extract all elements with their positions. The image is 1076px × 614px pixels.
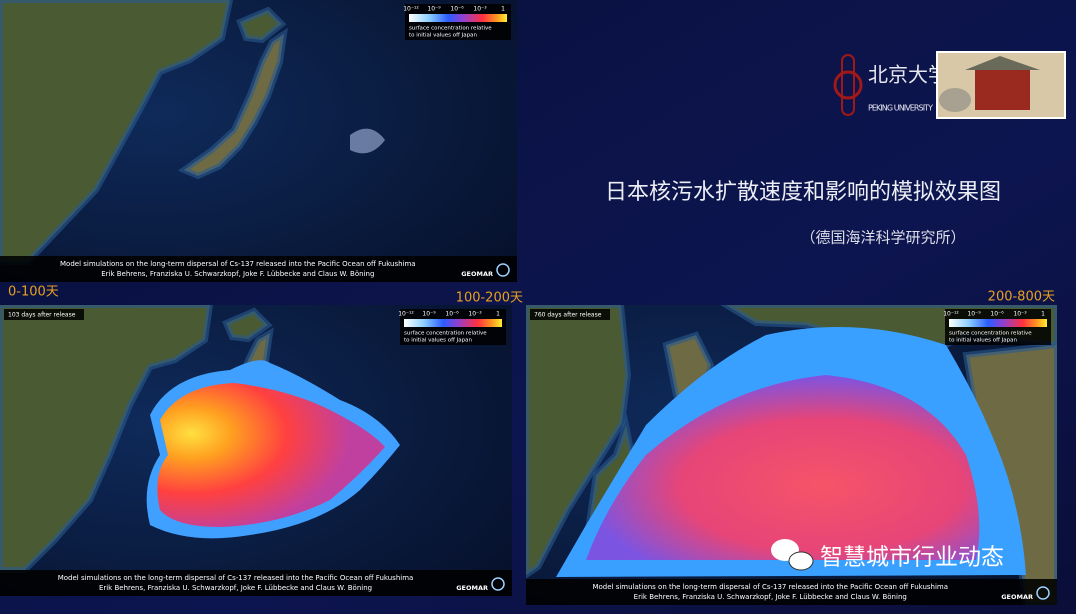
brand-icon — [491, 577, 505, 591]
brand: GEOMAR — [1001, 593, 1033, 601]
photo-building — [975, 68, 1030, 110]
logo: 北京大学 PEKING UNIVERSITY — [833, 51, 1066, 119]
wechat-icon — [788, 551, 814, 571]
plume — [586, 375, 980, 560]
colorbar — [949, 319, 1047, 327]
land — [526, 305, 632, 579]
emblem — [833, 70, 863, 100]
brand-icon — [1036, 586, 1050, 600]
brand-icon — [496, 263, 510, 277]
title: 日本核污水扩散速度和影响的模拟效果图 — [605, 180, 1001, 205]
legend-text: surface concentration relative — [949, 331, 1032, 337]
legend-text: to initial values off Japan — [404, 338, 473, 344]
legend-text: to initial values off Japan — [409, 33, 478, 39]
legend-tick: 10⁻³ — [468, 311, 482, 318]
simulation-panel: 10⁻¹² 10⁻⁹ 10⁻⁶ 10⁻³ 1 surface concentration … — [526, 305, 1057, 605]
legend-tick: 1 — [496, 311, 500, 318]
legend-tick: 10⁻³ — [1013, 311, 1027, 318]
map: 10⁻¹² 10⁻⁹ 10⁻⁶ 10⁻³ 1 surface concentration … — [526, 305, 1057, 605]
land — [177, 27, 288, 180]
legend-tick: 10⁻³ — [473, 6, 487, 13]
colorbar — [409, 14, 507, 22]
map: 10⁻¹² 10⁻⁹ 10⁻⁶ 10⁻³ 1 surface concentration … — [0, 305, 512, 596]
legend-tick: 1 — [1041, 311, 1045, 318]
period-label: 200-800天 — [988, 290, 1055, 305]
colorbar — [404, 319, 502, 327]
day-box — [530, 309, 610, 320]
caption-strip — [526, 579, 1057, 605]
legend-text: surface concentration relative — [409, 26, 492, 32]
simulation-panel: 10⁻¹² 10⁻⁹ 10⁻⁶ 10⁻³ 1 surface concentration … — [0, 305, 512, 596]
land — [236, 6, 287, 44]
authors: Erik Behrens, Franziska U. Schwarzkopf, … — [634, 593, 907, 601]
simulation-panel: 10⁻¹² 10⁻⁹ 10⁻⁶ 10⁻³ 1 surface concentration … — [0, 0, 517, 282]
subtitle: （德国海洋科学研究所） — [800, 229, 965, 247]
plume — [157, 383, 385, 527]
photo-stone — [939, 88, 971, 112]
caption-strip — [0, 256, 517, 282]
legend-tick: 10⁻¹² — [943, 311, 959, 318]
brand: GEOMAR — [461, 270, 493, 278]
photo-roof — [965, 56, 1040, 70]
period-label: 100-200天 — [456, 291, 523, 306]
map: 10⁻¹² 10⁻⁹ 10⁻⁶ 10⁻³ 1 surface concentration … — [0, 0, 517, 282]
legend-tick: 10⁻⁹ — [967, 311, 981, 318]
caption: Model simulations on the long-term dispe… — [592, 583, 948, 591]
emblem-frame — [841, 54, 855, 116]
day-box — [4, 309, 84, 320]
legend-text: surface concentration relative — [404, 331, 487, 337]
legend-tick: 1 — [501, 6, 505, 13]
legend-tick: 10⁻⁹ — [427, 6, 441, 13]
legend-tick: 10⁻⁹ — [422, 311, 436, 318]
legend-tick: 10⁻⁶ — [445, 311, 459, 318]
watermark: 智慧城市行业动态 — [771, 539, 1004, 571]
day-label: 760 days after release — [534, 312, 602, 319]
logo-name: 北京大学 — [868, 63, 948, 87]
legend-text: to initial values off Japan — [949, 338, 1018, 344]
authors: Erik Behrens, Franziska U. Schwarzkopf, … — [99, 584, 372, 592]
watermark-text: 智慧城市行业动态 — [820, 545, 1004, 571]
day-label: 103 days after release — [8, 312, 76, 319]
plume — [350, 128, 385, 154]
land — [222, 307, 273, 343]
caption: Model simulations on the long-term dispe… — [60, 260, 416, 268]
legend-tick: 10⁻⁶ — [450, 6, 464, 13]
logo-english: PEKING UNIVERSITY — [868, 104, 933, 113]
legend-tick: 10⁻¹² — [403, 6, 419, 13]
brand: GEOMAR — [456, 584, 488, 592]
authors: Erik Behrens, Franziska U. Schwarzkopf, … — [101, 270, 374, 278]
caption: Model simulations on the long-term dispe… — [58, 574, 414, 582]
period-label: 0-100天 — [8, 285, 59, 300]
panels: 10⁻¹² 10⁻⁹ 10⁻⁶ 10⁻³ 1 surface concentration … — [0, 0, 1057, 605]
legend-tick: 10⁻¹² — [398, 311, 414, 318]
caption-strip — [0, 570, 512, 596]
legend-tick: 10⁻⁶ — [990, 311, 1004, 318]
